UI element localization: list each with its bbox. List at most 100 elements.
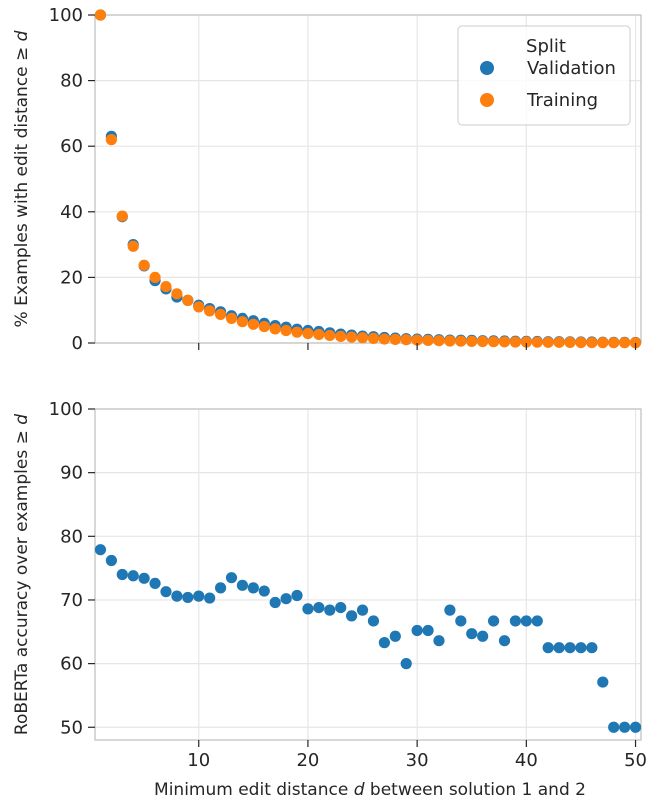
- bot-point-accuracy-12: [214, 582, 227, 594]
- bot-point-accuracy-28: [389, 630, 401, 642]
- bot-point-accuracy-4: [127, 570, 139, 582]
- bot-point-accuracy-27: [378, 637, 390, 649]
- legend-title: Split: [526, 36, 566, 57]
- bot-point-accuracy-32: [433, 635, 445, 647]
- bottom-panel: 50 60 70 80 90 100 10 20 30 40 50 RoBERTa accurac…: [12, 399, 647, 800]
- bot-point-accuracy-36: [477, 630, 489, 642]
- legend-label-validation: Validation: [527, 58, 616, 79]
- bot-point-accuracy-14: [236, 579, 249, 591]
- bot-point-accuracy-2: [105, 554, 117, 567]
- top-point-training-17: [269, 323, 281, 335]
- top-y-ticks: 0 20 40 60 80 100: [49, 5, 95, 354]
- bot-point-accuracy-35: [466, 628, 478, 640]
- top-point-training-29: [400, 334, 412, 346]
- bot-y-tick-label: 80: [60, 526, 83, 547]
- bot-x-tick-label: 30: [406, 750, 429, 771]
- top-point-training-39: [509, 336, 522, 348]
- bottom-x-ticks: 10 20 30 40 50: [187, 740, 647, 771]
- top-point-training-38: [498, 336, 511, 348]
- bot-point-accuracy-20: [302, 603, 314, 615]
- top-point-training-48: [608, 337, 620, 349]
- bottom-grid: [95, 408, 641, 740]
- top-point-training-50: [629, 337, 642, 349]
- top-point-training-10: [193, 301, 205, 313]
- top-point-training-4: [127, 240, 139, 252]
- bot-point-accuracy-50: [629, 721, 642, 733]
- top-point-training-15: [247, 318, 259, 330]
- bot-point-accuracy-10: [193, 590, 205, 602]
- top-panel: 0 20 40 60 80 100 % Examples with edit distan…: [12, 5, 642, 354]
- bot-point-accuracy-49: [619, 721, 631, 733]
- bottom-plot-frame: [94, 408, 642, 741]
- top-point-training-1: [94, 9, 107, 21]
- top-y-tick-label: 20: [60, 267, 83, 288]
- bot-point-accuracy-23: [335, 602, 347, 614]
- bottom-points: [94, 544, 642, 733]
- top-point-training-14: [236, 316, 249, 328]
- legend: Split Validation Training: [457, 25, 631, 126]
- top-point-training-47: [597, 337, 609, 349]
- top-points: [94, 9, 642, 349]
- bottom-y-axis-title: RoBERTa accuracy over examples ≥ d: [12, 414, 32, 735]
- top-y-axis-title: % Examples with edit distance ≥ d: [12, 30, 32, 327]
- bot-point-accuracy-34: [455, 615, 467, 627]
- bot-point-accuracy-33: [444, 604, 456, 616]
- bot-point-accuracy-37: [487, 615, 500, 627]
- top-point-training-42: [542, 336, 554, 348]
- bottom-x-axis-title: Minimum edit distance d between solution…: [154, 780, 586, 800]
- top-point-training-23: [335, 330, 347, 343]
- top-point-training-34: [455, 335, 467, 347]
- bot-point-accuracy-30: [411, 624, 423, 637]
- top-point-training-41: [531, 336, 543, 348]
- top-point-training-37: [487, 336, 500, 348]
- bot-point-accuracy-29: [400, 658, 412, 670]
- top-point-training-26: [367, 332, 380, 345]
- top-y-tick-label: 0: [72, 333, 83, 354]
- bot-point-accuracy-38: [498, 635, 511, 647]
- top-point-training-21: [313, 328, 325, 341]
- top-point-training-49: [619, 337, 631, 349]
- top-point-training-35: [466, 335, 478, 347]
- bot-x-tick-label: 50: [624, 750, 647, 771]
- top-y-tick-label: 80: [60, 71, 83, 92]
- top-plot-frame: [94, 14, 642, 344]
- top-point-training-8: [171, 288, 183, 300]
- bot-point-accuracy-9: [182, 591, 194, 604]
- top-point-training-24: [346, 331, 358, 343]
- bot-point-accuracy-43: [553, 642, 565, 654]
- top-point-training-2: [105, 134, 117, 146]
- top-point-training-11: [204, 305, 216, 317]
- bot-point-accuracy-1: [94, 544, 107, 556]
- bot-point-accuracy-22: [324, 604, 336, 616]
- top-point-training-27: [378, 333, 390, 345]
- bot-x-tick-label: 40: [515, 750, 538, 771]
- bot-point-accuracy-13: [225, 572, 238, 584]
- top-point-training-6: [149, 271, 161, 283]
- bot-point-accuracy-41: [531, 615, 543, 627]
- top-point-training-44: [564, 336, 576, 349]
- bot-point-accuracy-40: [520, 615, 532, 627]
- bot-point-accuracy-11: [204, 592, 216, 604]
- bot-point-accuracy-25: [356, 604, 369, 616]
- legend-marker-validation: [480, 61, 494, 75]
- bot-y-tick-label: 50: [60, 717, 83, 738]
- bot-point-accuracy-19: [291, 589, 303, 602]
- bot-point-accuracy-8: [171, 590, 183, 602]
- top-point-training-22: [324, 329, 336, 342]
- legend-marker-training: [480, 93, 494, 107]
- bot-point-accuracy-6: [149, 577, 161, 590]
- top-y-tick-label: 60: [60, 136, 83, 157]
- top-x-ticks: [198, 343, 637, 350]
- top-point-training-16: [258, 321, 270, 333]
- top-point-training-19: [291, 326, 303, 338]
- bot-point-accuracy-45: [575, 642, 587, 654]
- bot-point-accuracy-16: [258, 585, 270, 597]
- top-point-training-5: [138, 259, 150, 271]
- legend-box: [457, 25, 631, 126]
- top-point-training-12: [214, 308, 227, 321]
- top-y-tick-label: 100: [49, 5, 83, 26]
- top-point-training-45: [575, 336, 587, 349]
- bot-point-accuracy-3: [116, 568, 128, 581]
- top-point-training-43: [553, 336, 565, 348]
